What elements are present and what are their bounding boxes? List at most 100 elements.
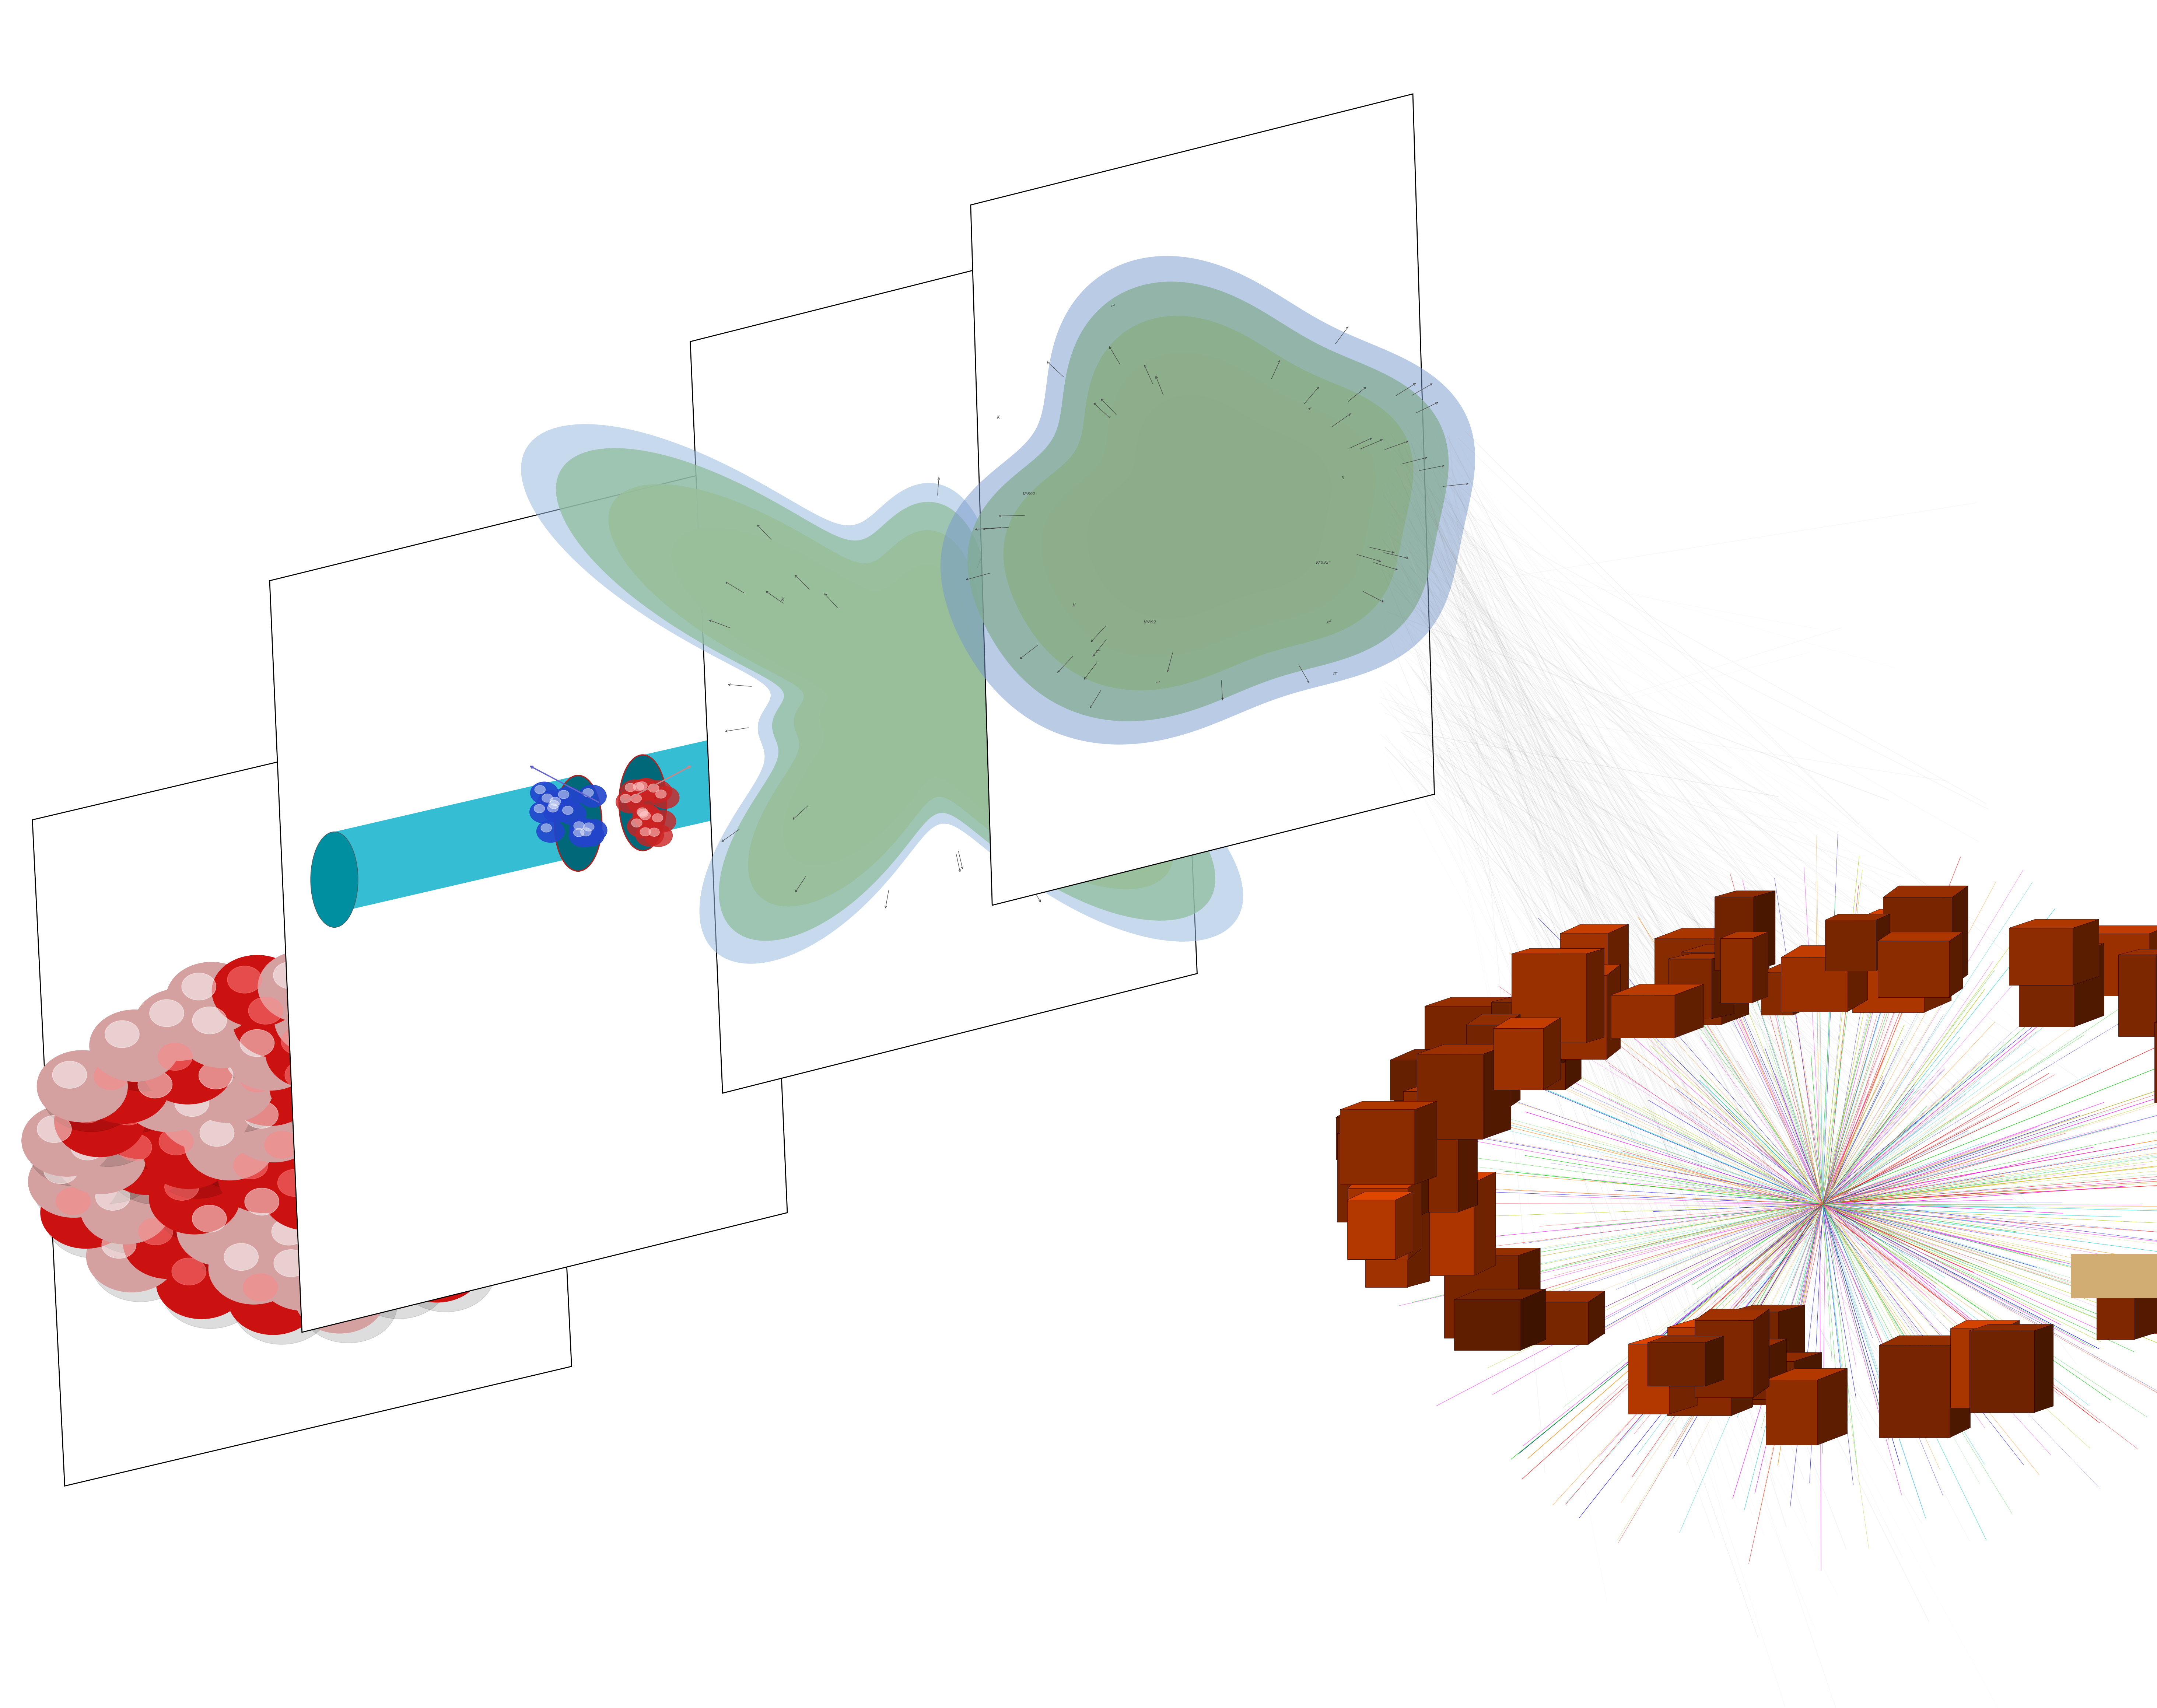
Polygon shape (1654, 939, 1721, 1025)
Polygon shape (1728, 1312, 1780, 1389)
Circle shape (162, 1250, 259, 1329)
Circle shape (41, 1054, 140, 1132)
Circle shape (324, 1045, 358, 1073)
Polygon shape (1879, 1336, 1969, 1346)
Circle shape (160, 1078, 250, 1149)
Circle shape (360, 1249, 395, 1276)
Circle shape (177, 996, 267, 1068)
Polygon shape (1829, 938, 1866, 980)
Circle shape (559, 803, 587, 825)
Circle shape (626, 791, 654, 813)
Circle shape (142, 1032, 233, 1103)
Circle shape (267, 1163, 365, 1240)
Polygon shape (1825, 921, 1877, 970)
Circle shape (229, 1023, 328, 1100)
Circle shape (192, 1206, 226, 1231)
Circle shape (95, 1086, 186, 1158)
Polygon shape (1490, 1003, 1540, 1068)
Polygon shape (1728, 1305, 1805, 1312)
Polygon shape (1853, 921, 1924, 1013)
Circle shape (544, 801, 572, 823)
Polygon shape (671, 528, 1128, 866)
Circle shape (634, 782, 645, 791)
Polygon shape (1493, 1018, 1562, 1028)
Polygon shape (1348, 1192, 1413, 1201)
Circle shape (434, 1030, 531, 1108)
Circle shape (645, 825, 673, 847)
Circle shape (550, 798, 561, 806)
Circle shape (306, 1138, 403, 1214)
Circle shape (365, 1085, 399, 1112)
Polygon shape (2073, 919, 2099, 986)
Text: K*892: K*892 (1022, 492, 1035, 495)
Circle shape (86, 1221, 177, 1293)
Polygon shape (1087, 395, 1331, 618)
Polygon shape (1695, 1320, 1754, 1397)
Circle shape (22, 1105, 112, 1177)
Circle shape (421, 1074, 455, 1102)
Circle shape (621, 781, 649, 803)
Circle shape (535, 786, 546, 794)
Circle shape (239, 1064, 274, 1091)
Polygon shape (1335, 1117, 1396, 1160)
Circle shape (224, 1243, 259, 1271)
Circle shape (541, 823, 552, 832)
Text: π⁻: π⁻ (1096, 649, 1100, 652)
Polygon shape (1588, 1291, 1605, 1344)
Circle shape (531, 801, 559, 823)
Circle shape (406, 1108, 440, 1136)
Polygon shape (1445, 1249, 1540, 1255)
Circle shape (537, 820, 565, 842)
Circle shape (636, 825, 664, 847)
Polygon shape (1551, 965, 1620, 975)
Polygon shape (2008, 919, 2099, 927)
Circle shape (56, 1187, 91, 1214)
Circle shape (582, 823, 593, 832)
Circle shape (477, 1138, 511, 1165)
Polygon shape (1667, 1327, 1717, 1394)
Circle shape (54, 1085, 145, 1156)
Circle shape (41, 1177, 132, 1249)
Circle shape (153, 1167, 252, 1243)
Circle shape (397, 1235, 494, 1312)
Polygon shape (1396, 1127, 1458, 1213)
Text: π⁰: π⁰ (1307, 407, 1311, 410)
Polygon shape (1415, 1102, 1437, 1184)
Circle shape (341, 1108, 431, 1180)
Polygon shape (1648, 1342, 1706, 1387)
Circle shape (201, 1119, 235, 1146)
Circle shape (181, 974, 216, 1001)
Polygon shape (1409, 1122, 1428, 1221)
Polygon shape (1490, 996, 1566, 1003)
Polygon shape (1417, 1054, 1484, 1139)
Circle shape (108, 1127, 205, 1204)
Polygon shape (1404, 1081, 1471, 1091)
Circle shape (198, 1062, 233, 1090)
Circle shape (347, 1032, 438, 1103)
Circle shape (274, 962, 308, 989)
Circle shape (472, 1097, 507, 1124)
Circle shape (393, 1230, 483, 1301)
Polygon shape (1950, 1320, 2019, 1329)
Polygon shape (968, 282, 1450, 721)
Ellipse shape (807, 712, 854, 808)
Polygon shape (1818, 1368, 1846, 1445)
Text: K*892: K*892 (1143, 620, 1156, 623)
Circle shape (43, 1156, 78, 1184)
Polygon shape (1693, 1331, 1756, 1337)
Polygon shape (1409, 1177, 1421, 1261)
Polygon shape (1717, 1319, 1747, 1394)
Circle shape (621, 794, 632, 803)
Circle shape (541, 794, 552, 803)
Polygon shape (1751, 1353, 1823, 1361)
Circle shape (127, 1211, 226, 1288)
Circle shape (155, 1247, 246, 1319)
Polygon shape (690, 222, 1197, 1093)
Polygon shape (1521, 1290, 1547, 1351)
Polygon shape (1424, 997, 1525, 1006)
Circle shape (123, 1061, 214, 1132)
Polygon shape (1732, 1336, 1754, 1416)
Circle shape (224, 1054, 315, 1126)
Circle shape (192, 1006, 226, 1033)
Polygon shape (1042, 352, 1376, 658)
